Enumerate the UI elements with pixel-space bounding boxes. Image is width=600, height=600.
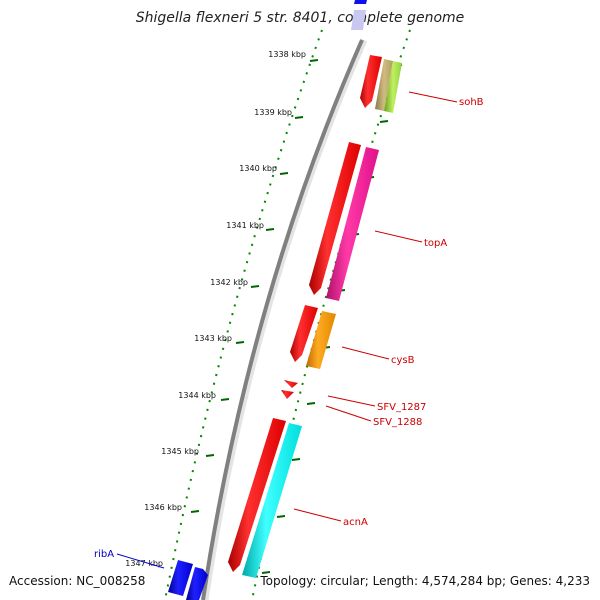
gene-ribA-adjacent	[186, 567, 208, 600]
tick-marks	[175, 59, 319, 569]
genome-backbone-line	[201, 39, 364, 600]
gene-topA	[326, 147, 379, 301]
gene-cysB	[306, 311, 336, 369]
tick-label-1338: 1338 kbp	[268, 50, 306, 59]
label-sfv1288: SFV_1288	[373, 417, 422, 428]
tick-label-1340: 1340 kbp	[239, 164, 277, 173]
label-sohB: sohB	[459, 97, 484, 108]
gene-sohB-lime	[384, 61, 402, 113]
top-feature-light	[351, 10, 366, 30]
tick-label-1345: 1345 kbp	[161, 447, 199, 456]
tick-label-1341: 1341 kbp	[226, 221, 264, 230]
topology-text: Topology: circular; Length: 4,574,284 bp…	[258, 574, 592, 588]
label-leaders	[293, 91, 458, 522]
label-topA: topA	[424, 238, 447, 249]
cds-acnA	[228, 418, 286, 572]
gene-sohB-tan	[375, 59, 393, 111]
tick-label-1346: 1346 kbp	[144, 503, 182, 512]
cds-sfv1287	[284, 380, 298, 388]
tick-label-1343: 1343 kbp	[194, 334, 232, 343]
ribA-leader	[116, 553, 165, 569]
label-cysB: cysB	[391, 355, 415, 366]
label-sfv1287: SFV_1287	[377, 402, 426, 413]
gene-acnA	[242, 423, 302, 578]
cds-sohB	[360, 55, 382, 108]
gene-ribA	[168, 560, 193, 596]
tick-label-1347: 1347 kbp	[125, 559, 163, 568]
label-acnA: acnA	[343, 517, 368, 528]
cds-topA	[309, 142, 361, 295]
accession-text: Accession: NC_008258	[7, 574, 148, 588]
tick-label-1344: 1344 kbp	[178, 391, 216, 400]
cds-sfv1288	[281, 390, 294, 399]
cds-cysB	[290, 305, 318, 362]
tick-label-1342: 1342 kbp	[210, 278, 248, 287]
top-feature-blue	[354, 0, 367, 4]
tick-label-1339: 1339 kbp	[254, 108, 292, 117]
label-ribA: ribA	[94, 549, 114, 560]
map-title: Shigella flexneri 5 str. 8401, complete …	[136, 10, 465, 26]
